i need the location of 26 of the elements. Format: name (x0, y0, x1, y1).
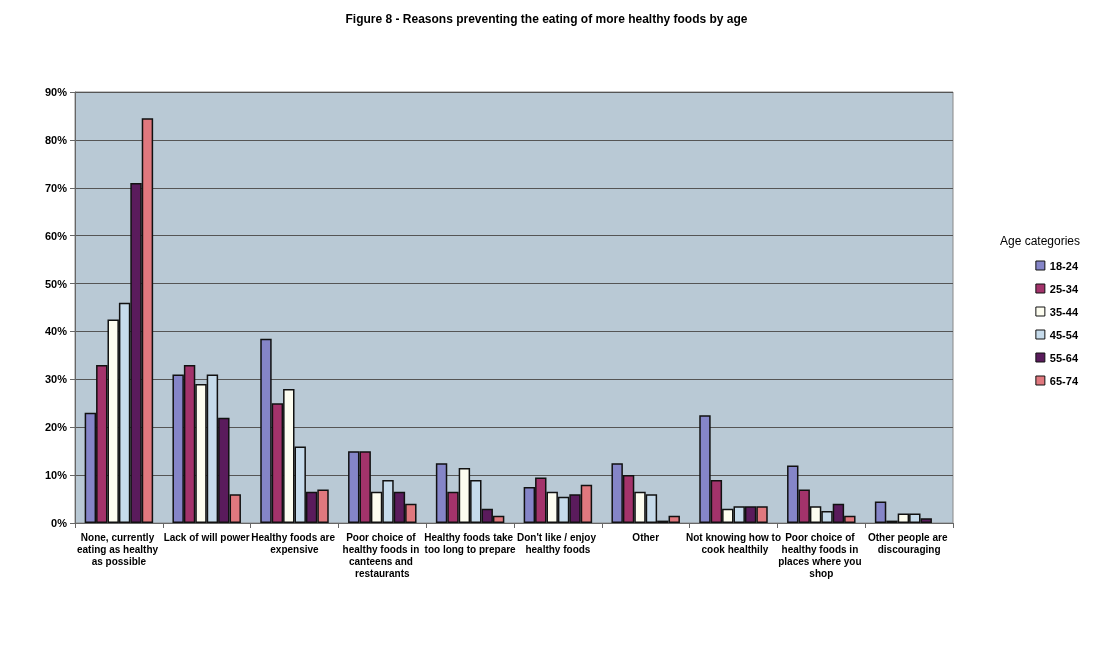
legend-label: 25-34 (1049, 282, 1079, 295)
x-tick-label: Other (632, 531, 660, 543)
y-tick-label: 90% (44, 86, 68, 98)
y-tick-label: 40% (44, 325, 68, 338)
y-tick-label: 0% (51, 517, 68, 529)
legend-title: Age categories (999, 234, 1081, 248)
x-tick-label: Lack of will power (163, 531, 250, 543)
x-tick-label: Poor choice of healthy foods in canteens and restaurants (342, 531, 423, 579)
y-tick-label: 10% (44, 469, 68, 482)
legend-label: 35-44 (1049, 305, 1079, 318)
y-tick-label: 70% (44, 181, 68, 194)
y-tick-label: 50% (44, 277, 68, 290)
legend-label: 45-54 (1049, 328, 1079, 341)
legend-label: 55-64 (1049, 351, 1079, 364)
legend-label: 65-74 (1049, 374, 1079, 387)
legend-label: 18-24 (1049, 259, 1079, 272)
y-tick-label: 80% (44, 133, 68, 146)
y-tick-label: 30% (44, 373, 68, 386)
x-tick-label: Healthy foods are expensive (251, 531, 338, 555)
x-tick-label: Other people are discouraging (867, 531, 951, 555)
x-tick-label: Don't like / enjoy healthy foods (516, 531, 599, 555)
y-tick-label: 60% (44, 229, 68, 242)
y-tick-label: 20% (44, 421, 68, 434)
x-tick-label: Healthy foods take too long to prepare (424, 531, 517, 555)
x-tick-label: None, currently eating as healthy as possible (76, 531, 161, 567)
chart-title: Figure 8 - Reasons preventing the eating of more healthy foods by age (345, 12, 748, 26)
